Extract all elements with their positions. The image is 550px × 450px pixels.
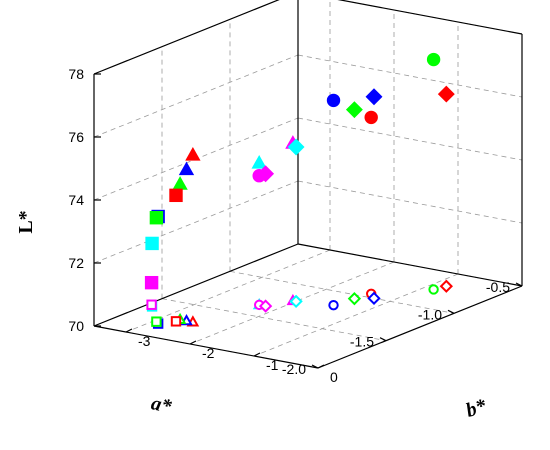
x-tick-label: -0.5: [486, 279, 510, 295]
frame-edge: [93, 243, 299, 327]
z-tick-label: 70: [68, 318, 84, 334]
grid-line: [93, 54, 299, 138]
triangle-marker: [178, 161, 195, 176]
z-tick-label: 78: [68, 66, 84, 82]
y-tick-mark: [189, 340, 197, 345]
x-tick-label: -1.5: [350, 334, 374, 350]
x-tick-label: -2.0: [282, 361, 306, 377]
x-tick-mark: [311, 364, 319, 369]
projected-square-marker: [146, 299, 157, 310]
diamond-marker: [345, 101, 363, 119]
frame-edge: [317, 285, 523, 369]
projected-diamond-marker: [347, 292, 362, 306]
y-axis-label: b*: [463, 394, 490, 421]
projected-circle-marker: [328, 299, 339, 311]
square-marker: [169, 188, 183, 203]
y-tick-label: -1: [266, 357, 279, 373]
y-tick-label: -3: [138, 333, 151, 349]
grid-line: [338, 0, 523, 35]
projected-square-marker: [170, 316, 182, 327]
x-tick-mark: [447, 309, 455, 314]
diamond-marker: [437, 85, 455, 103]
square-marker: [149, 211, 164, 225]
square-marker: [144, 275, 159, 290]
y-tick-mark: [253, 352, 261, 357]
diamond-marker: [257, 165, 275, 183]
triangle-marker: [172, 176, 188, 190]
diamond-marker: [287, 138, 305, 156]
projected-circle-marker: [428, 284, 439, 295]
grid-line: [297, 54, 523, 98]
y-tick-mark: [317, 364, 325, 369]
x-tick-label: -1.0: [418, 306, 442, 322]
z-tick-label: 74: [68, 192, 84, 208]
frame-edge: [337, 0, 523, 35]
circle-marker: [326, 93, 341, 108]
y-tick-mark: [125, 328, 133, 333]
grid-line: [93, 0, 280, 75]
projected-diamond-marker: [439, 279, 453, 293]
projected-diamond-marker: [367, 291, 381, 305]
projected-diamond-marker: [289, 294, 303, 309]
z-tick-label: 76: [68, 129, 84, 145]
chart-frame: [93, 0, 523, 369]
grid-line: [297, 117, 523, 161]
z-axis-label: L*: [15, 210, 37, 233]
frame-edge: [93, 0, 280, 75]
circle-marker: [364, 110, 378, 125]
projected-square-marker: [151, 316, 162, 327]
data-markers: [144, 52, 455, 290]
triangle-marker: [185, 146, 201, 161]
circle-marker: [426, 52, 441, 67]
grid-line: [93, 180, 299, 264]
y-tick-label: -2: [202, 345, 215, 361]
frame-edge: [297, 243, 523, 287]
triangle-marker: [251, 154, 267, 169]
square-marker: [145, 236, 159, 251]
x-tick-mark: [379, 337, 387, 342]
frame-edge: [93, 325, 319, 369]
x-axis-label: a*: [149, 392, 174, 418]
tick-labels: 70 72 74 76 78 -2.0 -1.5 -1.0 -0.5 0 -1 -2 -3: [68, 66, 510, 385]
grid-line: [297, 180, 523, 224]
grid-line: [229, 270, 455, 314]
diamond-marker: [365, 88, 383, 106]
grid-line: [161, 298, 387, 342]
z-tick-label: 72: [68, 255, 84, 271]
projected-diamond-marker: [258, 299, 273, 313]
x-tick-mark: [515, 282, 523, 287]
y-tick-label: 0: [330, 369, 338, 385]
grid-line: [253, 273, 459, 357]
projected-markers: [146, 279, 453, 329]
